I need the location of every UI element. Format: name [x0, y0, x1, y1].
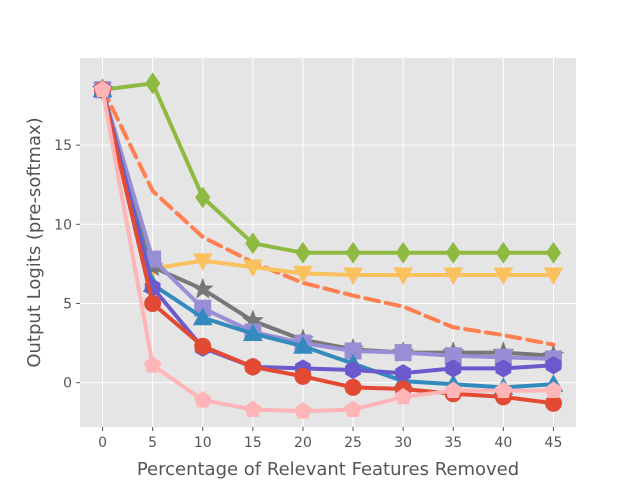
series-line	[100, 87, 556, 414]
series-line	[100, 87, 556, 277]
series-9	[93, 80, 563, 419]
series-line	[100, 81, 556, 255]
data-point	[293, 265, 313, 284]
series-line	[100, 87, 556, 361]
data-point	[293, 336, 313, 354]
data-point	[495, 241, 511, 264]
data-point	[393, 267, 414, 285]
x-tick-label: 10	[194, 435, 212, 451]
data-point	[545, 356, 562, 375]
data-point	[494, 381, 513, 398]
data-point	[395, 241, 411, 264]
data-point	[443, 267, 464, 285]
data-point	[194, 390, 212, 408]
data-point	[192, 253, 213, 271]
series-1	[94, 72, 562, 264]
data-point	[445, 241, 461, 264]
x-tick-label: 45	[545, 435, 563, 451]
series-line	[100, 87, 556, 358]
data-point	[344, 400, 362, 417]
data-point	[244, 358, 262, 376]
x-tick-label: 20	[294, 435, 312, 451]
series-line	[100, 87, 556, 406]
series-line	[100, 87, 556, 376]
data-point	[343, 267, 363, 285]
data-point	[345, 241, 361, 264]
data-point	[245, 232, 261, 255]
data-point	[242, 323, 263, 342]
data-point	[191, 277, 214, 299]
data-point	[194, 337, 212, 355]
data-point	[345, 360, 361, 380]
data-point	[143, 356, 162, 373]
data-point	[192, 307, 213, 326]
data-point	[495, 359, 512, 378]
data-point	[244, 400, 262, 417]
x-tick-label: 0	[98, 435, 107, 451]
x-tick-label: 40	[494, 435, 512, 451]
series-line	[100, 86, 556, 347]
plot-area	[80, 58, 576, 427]
x-tick-label: 5	[148, 435, 157, 451]
data-point	[544, 381, 563, 398]
x-tick-label: 30	[394, 435, 412, 451]
data-point	[145, 72, 161, 95]
data-point	[294, 367, 312, 385]
data-point	[493, 267, 514, 285]
y-tick-label: 10	[54, 217, 72, 233]
series-layer	[91, 72, 565, 419]
data-point	[445, 359, 462, 378]
tick-labels: 0 5 10 15 20 25 30 35 40 45 0 5 10 15	[54, 138, 562, 451]
data-point	[394, 387, 412, 405]
data-point	[444, 381, 462, 398]
data-point	[294, 402, 312, 419]
data-point	[344, 378, 362, 396]
data-point	[93, 80, 112, 98]
x-axis-label: Percentage of Relevant Features Removed	[137, 459, 519, 480]
y-tick-label: 15	[54, 138, 72, 154]
x-tick-label: 25	[344, 435, 362, 451]
data-point	[545, 241, 562, 264]
data-point	[295, 241, 311, 264]
y-tick-label: 5	[63, 296, 72, 312]
data-point	[395, 364, 412, 383]
series-2	[100, 86, 556, 347]
data-point	[144, 294, 162, 312]
series-line	[100, 87, 556, 390]
y-axis-label: Output Logits (pre-softmax)	[24, 117, 45, 367]
x-tick-label: 35	[444, 435, 462, 451]
data-point	[543, 267, 564, 285]
data-point	[394, 344, 412, 362]
y-tick-label: 0	[63, 376, 72, 392]
data-point	[242, 259, 263, 278]
x-tick-label: 15	[244, 435, 262, 451]
data-point	[195, 186, 211, 209]
